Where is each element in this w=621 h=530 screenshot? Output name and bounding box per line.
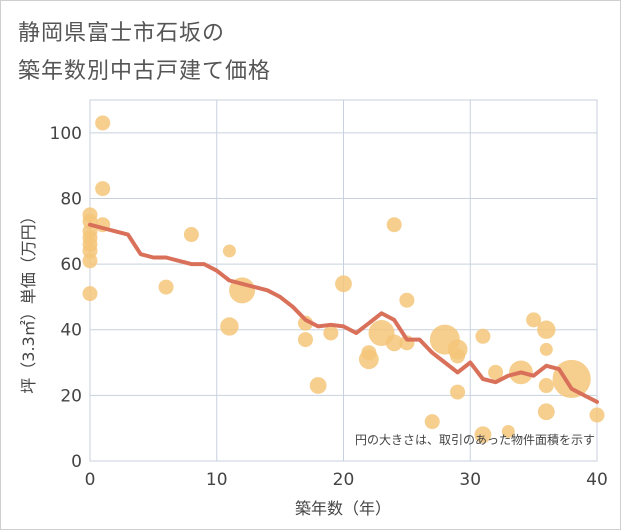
bubble-point bbox=[158, 279, 174, 295]
y-tick-label: 100 bbox=[50, 124, 82, 144]
x-axis-label: 築年数（年） bbox=[295, 499, 391, 518]
bubble-point bbox=[183, 227, 199, 243]
y-tick-label: 0 bbox=[71, 452, 82, 472]
bubble-point bbox=[297, 332, 313, 348]
y-tick-label: 40 bbox=[60, 321, 82, 341]
bubble-point bbox=[220, 317, 239, 336]
x-tick-label: 40 bbox=[586, 470, 608, 490]
chart-title-line1: 静岡県富士市石坂の bbox=[18, 21, 226, 46]
bubble-point bbox=[82, 253, 98, 269]
bubble-point bbox=[95, 181, 111, 197]
y-tick-label: 80 bbox=[60, 189, 82, 209]
plot-border bbox=[89, 99, 598, 462]
bubble-point bbox=[539, 342, 553, 356]
bubble-point bbox=[385, 334, 403, 352]
x-tick-label: 30 bbox=[459, 470, 481, 490]
bubble-point bbox=[335, 275, 352, 293]
x-tick-label: 20 bbox=[333, 470, 355, 490]
bubble-point bbox=[386, 217, 402, 233]
bubble-point bbox=[323, 325, 339, 341]
bubble-point bbox=[95, 115, 111, 131]
bubble-point bbox=[538, 378, 554, 394]
bubble-point bbox=[537, 320, 556, 339]
bubble-point bbox=[297, 315, 313, 331]
y-axis-label: 坪（3.3㎡）単価（万円） bbox=[19, 208, 38, 393]
bubble-point bbox=[450, 348, 466, 364]
bubble-point bbox=[537, 403, 555, 421]
bubble-point bbox=[488, 364, 504, 380]
bubble-point bbox=[399, 292, 415, 308]
bubble-point bbox=[474, 426, 492, 444]
bubble-size-note: 円の大きさは、取引のあった物件面積を示す bbox=[355, 432, 595, 447]
axis-ticks: 0 10 20 30 40 0 20 40 60 80 100 bbox=[50, 124, 608, 490]
bubble-point bbox=[589, 407, 605, 423]
bubble-point bbox=[424, 414, 440, 430]
bubble-point bbox=[526, 312, 542, 328]
chart-title: 静岡県富士市石坂の 築年数別中古戸建て価格 bbox=[18, 15, 271, 91]
bubble-point bbox=[475, 328, 491, 344]
bubble-point bbox=[552, 359, 591, 399]
bubble-point bbox=[361, 345, 377, 361]
trend-line bbox=[88, 222, 599, 404]
bubble-point bbox=[82, 286, 98, 302]
y-tick-label: 20 bbox=[60, 386, 82, 406]
chart-title-line2: 築年数別中古戸建て価格 bbox=[18, 59, 272, 84]
bubble-point bbox=[450, 384, 466, 400]
x-tick-label: 0 bbox=[85, 470, 96, 490]
bubble-point bbox=[501, 424, 515, 438]
bubble-point bbox=[309, 377, 327, 394]
x-tick-label: 10 bbox=[206, 470, 228, 490]
bubble-point bbox=[222, 244, 236, 258]
y-tick-label: 60 bbox=[60, 255, 82, 275]
trend-series bbox=[88, 222, 599, 404]
